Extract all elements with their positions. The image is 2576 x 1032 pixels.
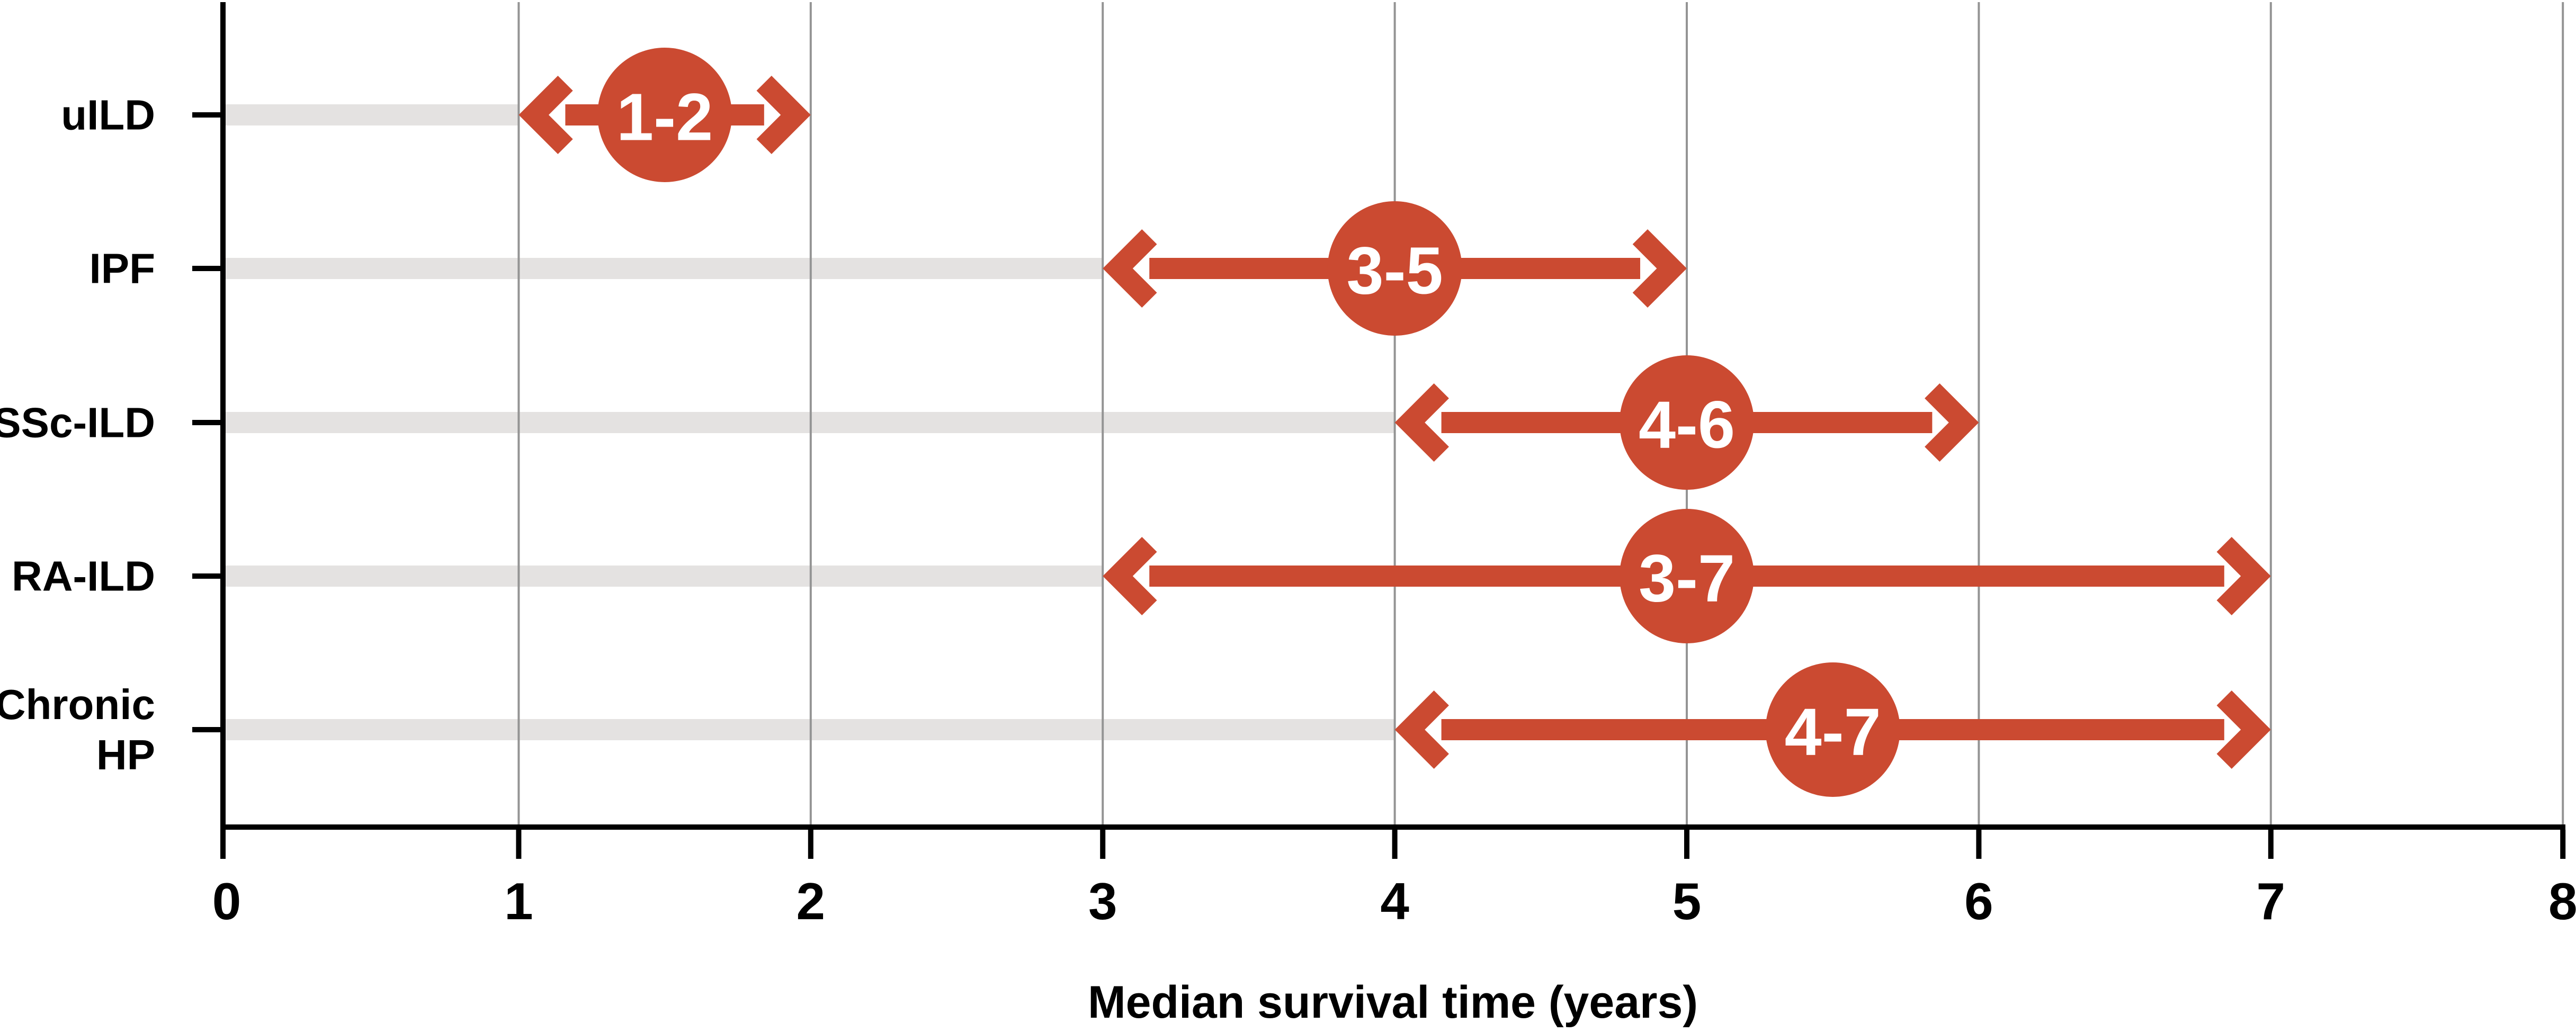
- range-label-uILD: 1-2: [616, 80, 713, 155]
- x-tick-6: [1976, 830, 1982, 859]
- gridline-year-2: [809, 2, 812, 824]
- row-label-Chronic HP: Chronic HP: [0, 681, 155, 778]
- x-tick-5: [1684, 830, 1689, 859]
- range-label-IPF: 3-5: [1347, 234, 1443, 308]
- arrow-head-right-uILD: [756, 76, 811, 154]
- x-tick-8: [2560, 830, 2566, 859]
- arrow-head-left-SSc-ILD: [1394, 383, 1449, 462]
- row-label-SSc-ILD: SSc-ILD: [0, 399, 155, 446]
- x-tick-4: [1392, 830, 1398, 859]
- arrow-head-right-SSc-ILD: [1925, 383, 1979, 462]
- x-tick-2: [808, 830, 813, 859]
- x-tick-label-3: 3: [1088, 872, 1117, 930]
- range-circle-RA-ILD: [1620, 509, 1754, 643]
- arrow-head-left-uILD: [518, 76, 573, 154]
- survival-track-RA-ILD: [226, 566, 1103, 587]
- x-tick-label-7: 7: [2257, 872, 2286, 930]
- x-axis-title: Median survival time (years): [1088, 977, 1698, 1028]
- y-tick-IPF: [192, 266, 220, 271]
- gridline-year-7: [2269, 2, 2272, 824]
- x-tick-label-1: 1: [504, 872, 533, 930]
- x-tick-label-5: 5: [1672, 872, 1702, 930]
- x-tick-label-2: 2: [797, 872, 826, 930]
- arrow-head-right-Chronic HP: [2216, 690, 2271, 769]
- gridline-year-3: [1102, 2, 1104, 824]
- x-tick-3: [1100, 830, 1106, 859]
- arrow-head-right-RA-ILD: [2216, 537, 2271, 615]
- gridline-year-8: [2562, 2, 2564, 824]
- range-label-Chronic HP: 4-7: [1785, 695, 1881, 769]
- gridline-year-4: [1393, 2, 1396, 824]
- row-label-IPF: IPF: [90, 245, 155, 292]
- x-tick-label-4: 4: [1380, 872, 1409, 930]
- arrow-head-left-RA-ILD: [1103, 537, 1157, 615]
- range-circle-SSc-ILD: [1620, 355, 1754, 490]
- y-tick-SSc-ILD: [192, 420, 220, 425]
- row-label-RA-ILD: RA-ILD: [12, 553, 155, 600]
- range-circle-Chronic HP: [1765, 662, 1900, 797]
- gridline-year-1: [517, 2, 520, 824]
- gridline-year-6: [1978, 2, 1980, 824]
- y-tick-Chronic HP: [192, 727, 220, 732]
- x-tick-label-6: 6: [1964, 872, 1993, 930]
- arrow-head-left-IPF: [1103, 229, 1157, 308]
- y-tick-RA-ILD: [192, 573, 220, 579]
- range-circle-IPF: [1327, 201, 1462, 336]
- y-axis: [220, 2, 226, 859]
- range-circle-uILD: [597, 48, 732, 182]
- range-label-RA-ILD: 3-7: [1639, 541, 1735, 616]
- row-label-uILD: uILD: [61, 92, 155, 139]
- survival-track-uILD: [226, 104, 519, 125]
- y-tick-uILD: [192, 112, 220, 118]
- x-tick-1: [516, 830, 522, 859]
- survival-track-IPF: [226, 258, 1103, 279]
- x-axis: [220, 824, 2565, 830]
- x-tick-7: [2268, 830, 2274, 859]
- x-tick-label-0: 0: [212, 872, 241, 930]
- x-tick-label-8: 8: [2548, 872, 2576, 930]
- arrow-head-right-IPF: [1632, 229, 1687, 308]
- arrow-head-left-Chronic HP: [1394, 690, 1449, 769]
- range-label-SSc-ILD: 4-6: [1639, 388, 1735, 462]
